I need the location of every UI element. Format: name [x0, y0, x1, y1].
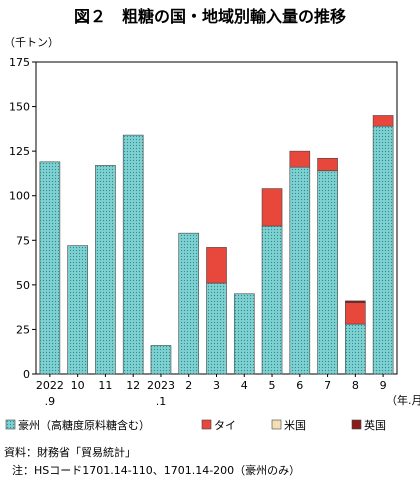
x-tick-label: .9: [45, 395, 56, 408]
x-tick-label: 3: [213, 379, 220, 392]
bar: [372, 115, 394, 127]
y-tick-label: 175: [9, 56, 30, 69]
legend-swatch: [351, 419, 362, 430]
y-tick-label: 25: [16, 323, 30, 336]
bar: [345, 323, 366, 375]
x-tick-label: 5: [269, 379, 276, 392]
bar: [150, 345, 172, 375]
x-tick-label: 2022: [36, 379, 64, 392]
x-tick-label: 2023: [147, 379, 175, 392]
legend-label: 豪州（高糖度原料糖含む）: [18, 418, 150, 432]
y-tick-label: 125: [9, 145, 30, 158]
bar: [289, 150, 311, 168]
bar: [345, 302, 366, 325]
x-tick-label: 9: [380, 379, 387, 392]
bar: [67, 245, 88, 375]
bar: [345, 300, 366, 303]
y-tick-label: 75: [16, 234, 30, 247]
x-tick-label: .1: [156, 395, 167, 408]
x-tick-label: 8: [352, 379, 359, 392]
bar: [95, 165, 116, 375]
x-tick-label: 2: [185, 379, 192, 392]
legend-label: タイ: [214, 419, 236, 432]
bar: [261, 225, 283, 375]
y-tick-label: 150: [9, 101, 30, 114]
note-label: 注：HSコード1701.14-110、1701.14-200（豪州のみ）: [12, 463, 300, 477]
legend-swatch: [271, 419, 282, 430]
legend-label: 米国: [284, 419, 306, 432]
bar: [261, 188, 283, 227]
x-tick-label: 11: [98, 379, 112, 392]
x-tick-label: 12: [126, 379, 140, 392]
legend-swatch: [5, 419, 16, 430]
bar: [233, 293, 255, 375]
x-tick-label: 4: [241, 379, 248, 392]
bar: [206, 247, 227, 284]
bar: [39, 161, 61, 375]
bar: [206, 282, 227, 375]
bar: [317, 170, 338, 375]
bar: [289, 166, 311, 375]
legend-label: 英国: [364, 418, 386, 432]
bar: [372, 125, 394, 375]
y-tick-label: 100: [9, 190, 30, 203]
bar: [178, 232, 200, 375]
legend-swatch: [201, 419, 212, 430]
x-tick-label: 6: [296, 379, 303, 392]
source-label: 資料：財務省「貿易統計」: [4, 445, 136, 459]
y-axis-label: （千トン）: [4, 36, 59, 49]
legend: 豪州（高糖度原料糖含む） タイ 米国 英国: [5, 418, 386, 432]
x-tick-label: 10: [71, 379, 85, 392]
x-axis-label: （年.月）: [386, 393, 420, 407]
x-tick-label: 7: [324, 379, 331, 392]
bar: [317, 157, 338, 172]
chart-title: 図２ 粗糖の国・地域別輸入量の推移: [74, 7, 346, 26]
y-tick-label: 0: [23, 368, 30, 381]
y-tick-label: 50: [16, 279, 30, 292]
bar: [122, 134, 144, 375]
